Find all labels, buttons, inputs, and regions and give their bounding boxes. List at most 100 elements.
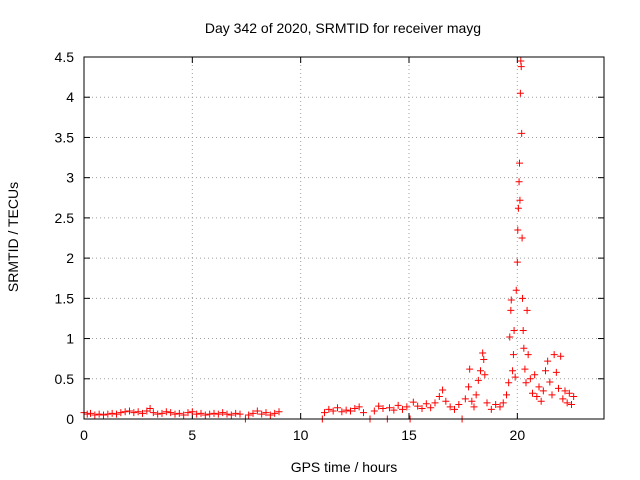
data-point	[113, 410, 120, 418]
data-point	[171, 410, 179, 418]
data-point	[511, 373, 519, 381]
data-point	[479, 349, 487, 357]
data-point	[468, 397, 476, 405]
data-point	[446, 403, 454, 411]
data-point	[512, 286, 520, 294]
data-point	[184, 409, 192, 417]
x-tick-label: 5	[188, 427, 196, 443]
data-point	[214, 410, 222, 418]
data-point	[245, 411, 253, 419]
y-axis-label: SRMTID / TECUs	[5, 182, 21, 292]
data-point	[394, 401, 402, 409]
data-point	[544, 357, 552, 365]
data-point	[519, 327, 527, 335]
data-point	[570, 392, 578, 400]
data-point	[262, 409, 270, 417]
data-point	[563, 399, 571, 407]
data-point	[338, 408, 346, 416]
data-point	[496, 403, 504, 411]
data-point	[518, 129, 526, 137]
y-tick-label: 0.5	[55, 371, 75, 387]
data-point	[117, 409, 125, 417]
data-point	[535, 383, 543, 391]
x-tick-label: 20	[510, 427, 526, 443]
data-point	[513, 258, 521, 266]
data-point	[451, 405, 458, 413]
data-point	[104, 410, 112, 418]
data-point	[466, 365, 474, 373]
data-point	[219, 409, 227, 417]
x-tick-label: 10	[293, 427, 309, 443]
data-point	[258, 410, 266, 418]
data-point	[121, 408, 129, 416]
data-point	[409, 398, 417, 406]
data-point	[321, 409, 328, 417]
data-point	[509, 351, 517, 359]
data-point	[223, 410, 231, 418]
data-point	[351, 405, 359, 413]
data-point	[550, 351, 558, 359]
data-point	[515, 178, 523, 186]
data-point	[427, 404, 435, 412]
tick-labels: 0 5 10 15 20 0 0.5 1 1.5 2 2.5 3 3.5 4 4.5	[55, 49, 526, 443]
x-tick-label: 0	[80, 427, 88, 443]
data-point	[390, 406, 398, 414]
data-point	[399, 405, 406, 413]
data-point	[139, 409, 146, 417]
y-tick-label: 4.5	[55, 49, 75, 65]
x-axis-label: GPS time / hours	[291, 459, 398, 475]
data-point	[533, 392, 541, 400]
data-point	[130, 409, 138, 417]
data-point	[360, 409, 367, 417]
gridlines	[84, 57, 604, 419]
data-point	[126, 407, 133, 415]
data-point	[565, 389, 573, 397]
data-point	[518, 234, 526, 242]
data-point	[516, 196, 524, 204]
chart-title: Day 342 of 2020, SRMTID for receiver may…	[205, 20, 481, 36]
data-point	[329, 407, 337, 415]
data-point	[146, 405, 154, 413]
data-point	[472, 391, 480, 399]
data-point	[193, 410, 201, 418]
data-point	[522, 379, 530, 387]
data-point	[91, 411, 99, 419]
data-point	[557, 352, 565, 360]
x-tick-label: 15	[401, 427, 417, 443]
data-point	[514, 204, 522, 212]
data-point	[149, 409, 157, 417]
data-point	[95, 410, 103, 418]
data-point	[519, 294, 527, 302]
tick-marks	[83, 56, 604, 420]
data-point	[537, 397, 545, 405]
data-point	[477, 367, 484, 375]
data-point	[253, 407, 261, 415]
data-point	[529, 389, 536, 397]
plot-frame	[83, 56, 605, 420]
y-tick-label: 2	[66, 250, 74, 266]
data-point	[561, 387, 569, 395]
y-tick-label: 1	[66, 331, 74, 347]
data-point	[555, 384, 562, 392]
data-point	[232, 409, 240, 417]
data-point	[227, 411, 235, 419]
data-point	[83, 410, 91, 418]
data-point	[236, 410, 244, 418]
data-point	[487, 405, 495, 413]
data-point	[505, 379, 513, 387]
data-point	[188, 408, 196, 416]
data-point	[275, 408, 283, 416]
data-point	[516, 89, 524, 97]
data-point	[418, 405, 426, 413]
data-point	[180, 411, 188, 419]
data-point	[158, 409, 166, 417]
data-point	[465, 383, 473, 391]
y-tick-label: 3.5	[55, 129, 75, 145]
data-point	[539, 387, 547, 395]
data-point	[552, 368, 560, 376]
data-point	[167, 409, 175, 417]
data-point	[206, 410, 214, 418]
y-tick-label: 1.5	[55, 290, 75, 306]
data-point	[442, 397, 450, 405]
